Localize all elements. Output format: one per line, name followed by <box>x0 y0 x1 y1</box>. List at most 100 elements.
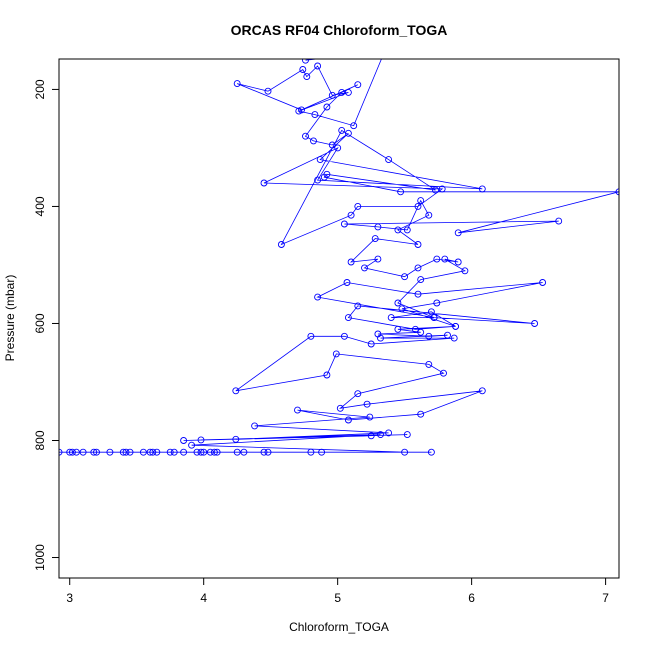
data-point <box>401 273 409 281</box>
data-point <box>311 111 319 119</box>
data-point <box>93 448 100 456</box>
data-point <box>264 448 272 456</box>
data-point <box>126 448 134 456</box>
x-axis: 3 4 5 6 7 <box>66 577 609 605</box>
data-point <box>367 340 375 348</box>
data-point <box>323 371 331 379</box>
data-point <box>366 413 374 421</box>
data-point <box>323 103 331 111</box>
data-point <box>260 179 268 187</box>
data-point <box>302 59 309 64</box>
data-point <box>232 435 240 443</box>
data-point <box>340 220 348 228</box>
data-point <box>354 202 362 210</box>
data-point <box>417 197 425 205</box>
data-point <box>433 299 441 307</box>
data-point <box>240 448 248 456</box>
data-point <box>398 305 406 313</box>
data-point <box>377 431 384 439</box>
data-point <box>347 211 355 219</box>
data-point <box>328 141 336 149</box>
data-point <box>350 122 358 130</box>
data-point <box>478 185 486 193</box>
data-point <box>310 137 317 145</box>
y-axis: 200 400 600 800 1000 <box>33 79 60 571</box>
data-point <box>403 226 411 234</box>
data-point <box>531 320 539 327</box>
data-point <box>307 332 315 340</box>
data-point <box>299 66 307 73</box>
data-point <box>385 156 393 164</box>
chart-title: ORCAS RF04 Chloroform_TOGA <box>231 22 448 38</box>
data-point <box>336 404 344 412</box>
data-point <box>303 73 311 81</box>
data-point <box>314 176 322 184</box>
data-point <box>363 400 371 408</box>
y-tick-label: 400 <box>33 196 47 216</box>
data-point <box>264 87 272 95</box>
data-point <box>295 107 303 115</box>
data-point <box>68 448 76 456</box>
data-point <box>197 436 205 444</box>
data-point <box>354 81 362 89</box>
data-point <box>615 188 619 196</box>
data-point <box>461 267 469 275</box>
data-point <box>427 308 435 316</box>
data-point <box>338 126 346 134</box>
data-point <box>260 448 268 456</box>
data-point <box>139 448 147 456</box>
data-point <box>316 156 324 164</box>
data-point <box>180 437 188 444</box>
data-point <box>414 264 422 272</box>
data-point <box>314 62 322 70</box>
plot-area <box>59 48 619 456</box>
data-point <box>382 48 388 54</box>
data-point <box>417 328 425 336</box>
data-point <box>427 448 435 456</box>
series-line <box>59 59 619 453</box>
data-point <box>354 390 362 398</box>
plot-frame <box>58 58 620 579</box>
data-point <box>72 448 80 456</box>
data-point <box>414 241 422 248</box>
data-point <box>210 448 218 456</box>
data-point <box>149 448 157 456</box>
data-point <box>233 448 241 456</box>
data-point <box>90 448 98 456</box>
data-point <box>432 186 439 194</box>
data-point <box>344 314 352 322</box>
data-point <box>340 332 348 340</box>
data-point <box>385 429 393 437</box>
data-point <box>414 202 422 210</box>
data-point <box>354 302 362 310</box>
data-point <box>374 330 382 338</box>
data-point <box>122 448 130 456</box>
data-point <box>338 88 346 96</box>
data-point <box>371 235 379 243</box>
data-point <box>452 322 460 330</box>
y-tick-label: 1000 <box>33 544 47 571</box>
data-point <box>438 185 446 193</box>
data-point <box>401 448 409 456</box>
data-point <box>454 258 462 266</box>
x-tick-label: 7 <box>602 591 609 605</box>
data-point <box>374 255 382 263</box>
data-point <box>344 129 352 137</box>
data-point <box>394 299 402 307</box>
data-point <box>425 332 433 340</box>
data-point <box>197 448 205 456</box>
y-tick-label: 600 <box>33 313 47 333</box>
data-point <box>66 448 74 456</box>
data-point <box>367 432 375 440</box>
data-point <box>361 264 368 272</box>
data-point <box>323 170 331 178</box>
data-point <box>232 387 240 395</box>
data-point <box>193 448 201 456</box>
data-point <box>411 325 419 333</box>
data-point <box>153 448 161 456</box>
data-point <box>251 422 259 430</box>
data-point <box>444 331 451 339</box>
data-point <box>433 255 441 263</box>
data-point <box>307 448 315 456</box>
